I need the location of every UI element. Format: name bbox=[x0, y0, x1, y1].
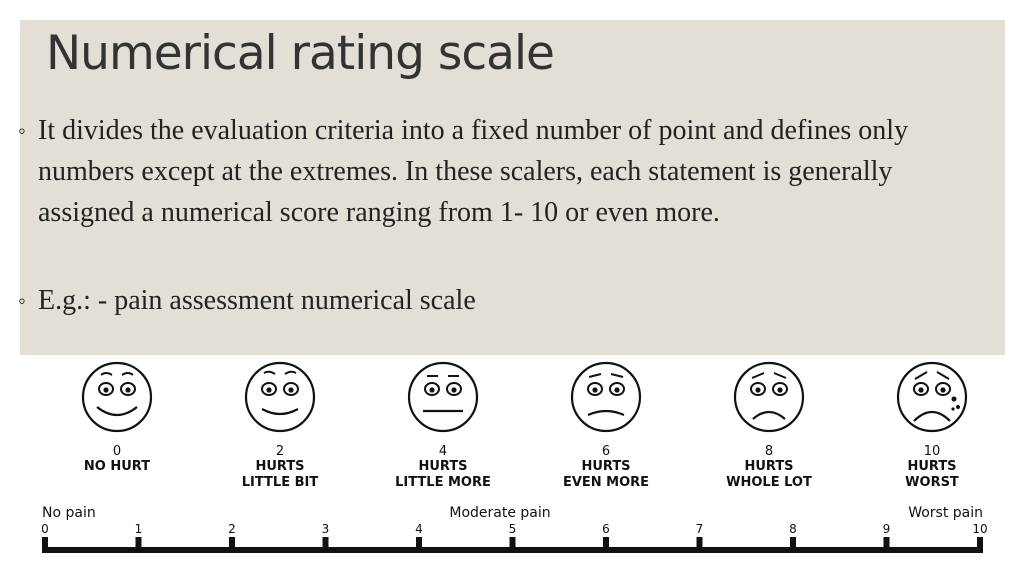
face-label-line1: HURTS bbox=[418, 459, 467, 474]
tear bbox=[956, 405, 960, 409]
eye bbox=[609, 382, 625, 396]
face-label-line1: HURTS bbox=[581, 459, 630, 474]
eyebrow bbox=[263, 370, 276, 375]
pupil bbox=[777, 387, 783, 393]
eyebrow bbox=[914, 371, 928, 380]
face-10 bbox=[896, 361, 968, 433]
eye bbox=[98, 382, 114, 396]
face-8 bbox=[733, 361, 805, 433]
face-label-line2: WORST bbox=[905, 475, 959, 490]
eyebrow bbox=[284, 370, 297, 375]
face-score-label: 2 bbox=[276, 444, 284, 459]
mouth bbox=[913, 410, 951, 422]
scale-tick bbox=[977, 537, 983, 553]
eye bbox=[750, 382, 766, 396]
face-score-label: 8 bbox=[765, 444, 773, 459]
scale-tick bbox=[416, 537, 422, 553]
bullet-mark: ◦ bbox=[18, 288, 26, 313]
eye bbox=[120, 382, 136, 396]
pupil bbox=[266, 387, 272, 393]
scale-tick-label: 9 bbox=[883, 522, 891, 536]
face-score-label: 6 bbox=[602, 444, 610, 459]
bullet-text: E.g.: - pain assessment numerical scale bbox=[38, 285, 476, 316]
eyebrow bbox=[610, 373, 624, 378]
eyebrow bbox=[751, 372, 765, 379]
face-label-line2: EVEN MORE bbox=[563, 475, 649, 490]
pupil bbox=[940, 387, 946, 393]
eye bbox=[261, 382, 277, 396]
eye bbox=[283, 382, 299, 396]
pupil bbox=[918, 387, 924, 393]
range-label-left: No pain bbox=[42, 505, 96, 521]
face-2 bbox=[244, 361, 316, 433]
scale-tick bbox=[229, 537, 235, 553]
eye bbox=[913, 382, 929, 396]
scale-tick-label: 1 bbox=[135, 522, 143, 536]
eye bbox=[424, 382, 440, 396]
eye bbox=[446, 382, 462, 396]
pupil bbox=[103, 387, 109, 393]
eye bbox=[935, 382, 951, 396]
scale-tick-label: 4 bbox=[415, 522, 423, 536]
scale-tick-label: 8 bbox=[789, 522, 797, 536]
face-label-line2: WHOLE LOT bbox=[726, 475, 812, 490]
pupil bbox=[429, 387, 435, 393]
pain-scale-figure: 0 NO HURT 2 HURTS LITTLE BIT 4 HURTS LITTLE MOR… bbox=[25, 355, 1003, 560]
scale-tick-label: 6 bbox=[602, 522, 610, 536]
bullet-text: It divides the evaluation criteria into … bbox=[38, 115, 909, 228]
face-score-label: 10 bbox=[924, 444, 941, 459]
scale-tick bbox=[696, 537, 703, 553]
scale-tick bbox=[322, 537, 329, 553]
eyebrow bbox=[100, 372, 113, 376]
eyebrow bbox=[936, 371, 950, 380]
bullet-mark: ◦ bbox=[18, 118, 26, 143]
slide-background bbox=[20, 20, 1005, 355]
face-4 bbox=[407, 361, 479, 433]
tear bbox=[951, 396, 957, 402]
scale-tick bbox=[42, 537, 48, 553]
face-label-line1: HURTS bbox=[255, 459, 304, 474]
eye bbox=[772, 382, 788, 396]
eye bbox=[587, 382, 603, 396]
mouth bbox=[96, 406, 138, 417]
scale-tick bbox=[790, 537, 796, 553]
scale-tick bbox=[883, 537, 890, 553]
face-label-line2: LITTLE MORE bbox=[395, 475, 491, 490]
face-score-label: 4 bbox=[439, 444, 447, 459]
pupil bbox=[125, 387, 131, 393]
eyebrow bbox=[588, 373, 602, 378]
face-0 bbox=[81, 361, 153, 433]
mouth bbox=[261, 408, 299, 416]
scale-tick-label: 10 bbox=[972, 522, 987, 536]
pupil bbox=[755, 387, 761, 393]
scale-tick-label: 0 bbox=[41, 522, 49, 536]
mouth bbox=[752, 410, 786, 420]
pupil bbox=[614, 387, 620, 393]
scale-tick bbox=[509, 537, 516, 553]
mouth bbox=[587, 409, 625, 417]
pupil bbox=[288, 387, 294, 393]
scale-tick bbox=[135, 537, 142, 553]
tear bbox=[951, 407, 955, 411]
face-label-line1: HURTS bbox=[907, 459, 956, 474]
face-label-line1: HURTS bbox=[744, 459, 793, 474]
face-6 bbox=[570, 361, 642, 433]
scale-tick-label: 2 bbox=[228, 522, 236, 536]
slide-title: Numerical rating scale bbox=[46, 26, 555, 81]
range-label-middle: Moderate pain bbox=[449, 505, 550, 521]
face-score-label: 0 bbox=[113, 444, 121, 459]
eyebrow bbox=[121, 372, 134, 376]
face-label-line1: NO HURT bbox=[84, 459, 150, 474]
face-label-line2: LITTLE BIT bbox=[242, 475, 319, 490]
pupil bbox=[451, 387, 457, 393]
pupil bbox=[592, 387, 598, 393]
range-label-right: Worst pain bbox=[908, 505, 983, 521]
scale-tick-label: 3 bbox=[322, 522, 330, 536]
scale-tick-label: 7 bbox=[696, 522, 704, 536]
scale-tick bbox=[603, 537, 609, 553]
scale-tick-label: 5 bbox=[509, 522, 517, 536]
eyebrow bbox=[773, 372, 787, 379]
